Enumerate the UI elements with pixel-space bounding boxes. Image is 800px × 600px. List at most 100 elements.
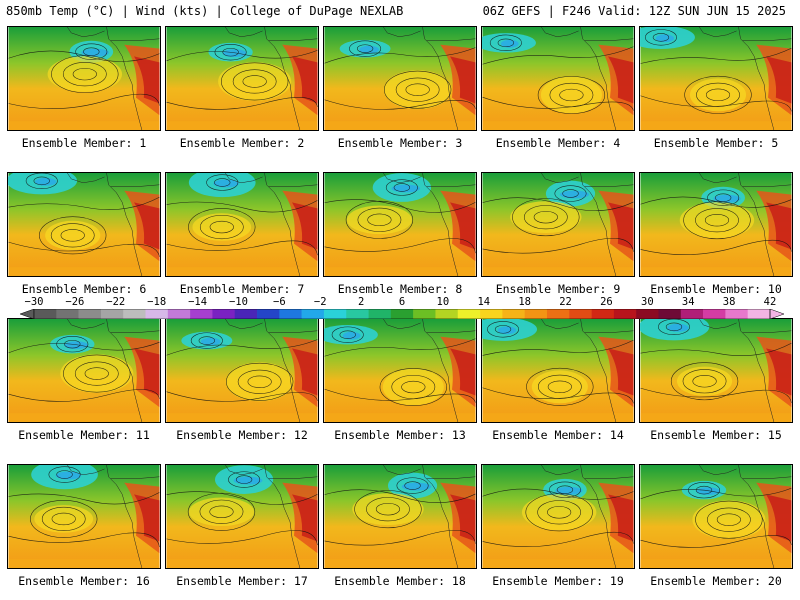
legend-tick-label: 38 xyxy=(722,296,736,308)
temperature-map xyxy=(323,318,477,423)
legend-swatch xyxy=(56,309,79,319)
temperature-map xyxy=(639,318,793,423)
ensemble-member-label: Ensemble Member: 4 xyxy=(495,136,621,150)
temperature-map xyxy=(639,464,793,569)
ensemble-member-label: Ensemble Member: 7 xyxy=(179,282,305,296)
temperature-map xyxy=(481,26,635,131)
ensemble-panel: Ensemble Member: 15 xyxy=(639,318,793,446)
legend-tick-label: −22 xyxy=(106,296,126,308)
ensemble-member-label: Ensemble Member: 15 xyxy=(650,428,782,442)
page-title: 850mb Temp (°C) | Wind (kts) | College o… xyxy=(6,4,404,18)
ensemble-member-label: Ensemble Member: 9 xyxy=(495,282,621,296)
legend-swatch xyxy=(323,309,347,319)
ensemble-panel: Ensemble Member: 19 xyxy=(481,464,635,592)
legend-swatch xyxy=(301,309,325,319)
ensemble-panel: Ensemble Member: 11 xyxy=(7,318,161,446)
temperature-map xyxy=(481,464,635,569)
legend-swatch xyxy=(100,309,124,319)
ensemble-panel: Ensemble Member: 8 xyxy=(323,172,477,300)
ensemble-member-label: Ensemble Member: 11 xyxy=(18,428,150,442)
ensemble-member-label: Ensemble Member: 6 xyxy=(21,282,147,296)
ensemble-panel: Ensemble Member: 3 xyxy=(323,26,477,154)
temperature-map xyxy=(165,318,319,423)
ensemble-panel: Ensemble Member: 16 xyxy=(7,464,161,592)
legend-tick-label: 2 xyxy=(357,296,365,308)
ensemble-panel: Ensemble Member: 1 xyxy=(7,26,161,154)
ensemble-panel: Ensemble Member: 12 xyxy=(165,318,319,446)
legend-swatch xyxy=(279,309,302,319)
legend-tick-label: 30 xyxy=(641,296,654,308)
legend-swatch xyxy=(435,309,459,319)
legend-swatch xyxy=(212,309,236,319)
legend-tick-label: −14 xyxy=(188,296,208,308)
ensemble-member-label: Ensemble Member: 1 xyxy=(21,136,147,150)
legend-swatch xyxy=(390,309,414,319)
ensemble-panel: Ensemble Member: 4 xyxy=(481,26,635,154)
ensemble-panel: Ensemble Member: 14 xyxy=(481,318,635,446)
legend-arrow-high xyxy=(769,309,785,319)
legend-swatch xyxy=(658,309,682,319)
temperature-map xyxy=(7,172,161,277)
legend-swatch xyxy=(78,309,102,319)
header: 850mb Temp (°C) | Wind (kts) | College o… xyxy=(0,0,800,22)
legend-swatch xyxy=(524,309,548,319)
temperature-map xyxy=(481,318,635,423)
temperature-map xyxy=(7,318,161,423)
legend-tick-label: 34 xyxy=(681,296,695,308)
ensemble-member-label: Ensemble Member: 12 xyxy=(176,428,308,442)
legend-swatch xyxy=(457,309,481,319)
legend-swatch xyxy=(747,309,771,319)
temperature-map xyxy=(639,26,793,131)
legend-swatch xyxy=(502,309,525,319)
ensemble-member-label: Ensemble Member: 2 xyxy=(179,136,305,150)
legend-swatch xyxy=(703,309,726,319)
color-legend: −30 −26 −22 −18 −14 −10 −6 −2 2 6 10 14 18 22 26 30 34 38… xyxy=(0,296,800,319)
legend-tick-label: −18 xyxy=(147,296,167,308)
ensemble-member-label: Ensemble Member: 19 xyxy=(492,574,624,588)
legend-tick-label: 10 xyxy=(436,296,450,308)
ensemble-member-label: Ensemble Member: 16 xyxy=(18,574,150,588)
legend-swatch xyxy=(34,309,57,319)
ensemble-panel: Ensemble Member: 10 xyxy=(639,172,793,300)
ensemble-panel: Ensemble Member: 13 xyxy=(323,318,477,446)
legend-swatch xyxy=(591,309,615,319)
legend-tick-label: −6 xyxy=(273,296,286,308)
temperature-map xyxy=(165,26,319,131)
legend-swatch xyxy=(546,309,570,319)
temperature-map xyxy=(165,172,319,277)
temperature-map xyxy=(481,172,635,277)
legend-tick-label: 42 xyxy=(763,296,777,308)
ensemble-member-label: Ensemble Member: 14 xyxy=(492,428,624,442)
legend-tick-label: 26 xyxy=(600,296,613,308)
legend-swatch xyxy=(190,309,213,319)
legend-color-bar xyxy=(19,309,785,319)
temperature-map xyxy=(7,464,161,569)
legend-swatch xyxy=(257,309,280,319)
legend-swatch xyxy=(167,309,191,319)
legend-tick-label: −10 xyxy=(228,296,248,308)
legend-tick-label: −26 xyxy=(65,296,85,308)
ensemble-member-label: Ensemble Member: 5 xyxy=(653,136,779,150)
legend-arrow-low xyxy=(19,309,35,319)
legend-swatch xyxy=(613,309,637,319)
ensemble-member-label: Ensemble Member: 20 xyxy=(650,574,782,588)
legend-swatch xyxy=(413,309,436,319)
ensemble-member-label: Ensemble Member: 8 xyxy=(337,282,463,296)
legend-swatch xyxy=(680,309,704,319)
ensemble-panel: Ensemble Member: 6 xyxy=(7,172,161,300)
temperature-map xyxy=(639,172,793,277)
legend-swatch xyxy=(234,309,258,319)
legend-swatch xyxy=(636,309,659,319)
legend-swatch xyxy=(346,309,369,319)
legend-swatch xyxy=(368,309,392,319)
ensemble-member-label: Ensemble Member: 13 xyxy=(334,428,466,442)
temperature-map xyxy=(323,464,477,569)
legend-swatch xyxy=(480,309,503,319)
legend-swatch xyxy=(725,309,748,319)
legend-swatch xyxy=(123,309,146,319)
temperature-map xyxy=(323,26,477,131)
ensemble-panel: Ensemble Member: 7 xyxy=(165,172,319,300)
temperature-map xyxy=(323,172,477,277)
ensemble-member-label: Ensemble Member: 17 xyxy=(176,574,308,588)
legend-tick-label: −30 xyxy=(24,296,44,308)
